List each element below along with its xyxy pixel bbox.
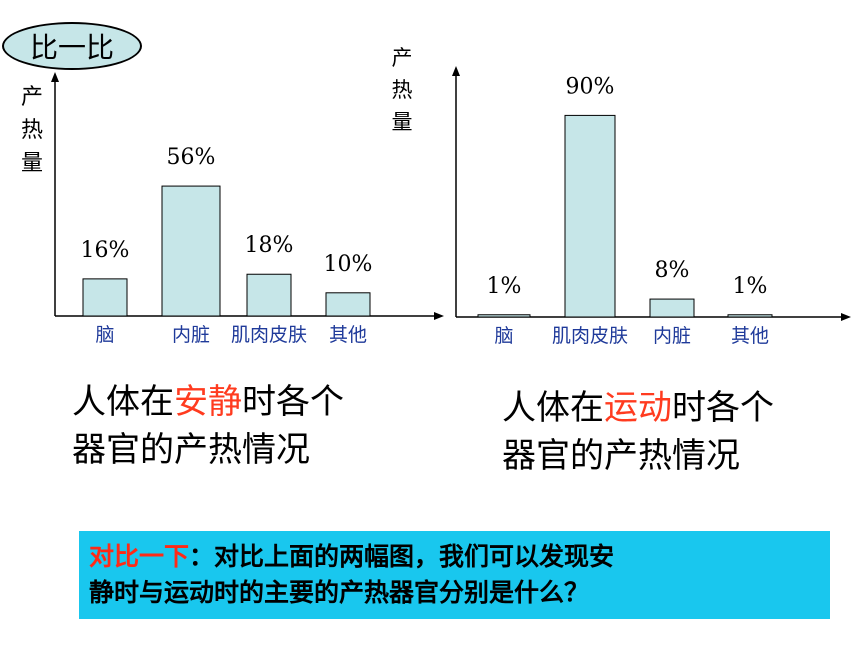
bar-rest-3 — [325, 292, 371, 317]
category-label-rest-2: 肌肉皮肤 — [231, 324, 307, 346]
x-axis-arrow-exercise — [841, 313, 851, 321]
caption-exercise-suffix: 时各个 — [672, 388, 774, 428]
caption-exercise-line2: 器官的产热情况 — [502, 436, 740, 476]
data-label-exercise-0: 1% — [487, 274, 522, 299]
bar-rest-0 — [82, 278, 128, 317]
bar-exercise-0 — [477, 314, 531, 318]
bar-rest-2 — [246, 273, 292, 317]
comparison-question: 对比一下：对比上面的两幅图，我们可以发现安 静时与运动时的主要的产热器官分别是什… — [79, 531, 830, 619]
caption-rest-prefix: 人体在 — [72, 382, 174, 422]
bar-exercise-2 — [649, 298, 695, 318]
callout-text2: 静时与运动时的主要的产热器官分别是什么？ — [89, 578, 590, 607]
y-axis-arrow-rest — [51, 72, 59, 82]
caption-rest-suffix: 时各个 — [242, 382, 344, 422]
y-axis-arrow-exercise — [452, 66, 460, 76]
caption-exercise-highlight: 运动 — [604, 388, 672, 428]
category-label-exercise-2: 内脏 — [653, 325, 691, 347]
bar-exercise-1 — [564, 114, 616, 318]
category-label-rest-3: 其他 — [329, 324, 367, 346]
category-label-exercise-0: 脑 — [494, 325, 513, 347]
data-label-rest-3: 10% — [324, 252, 373, 277]
y-axis-label-char-rest: 量 — [21, 151, 43, 176]
data-label-exercise-1: 90% — [566, 74, 615, 99]
y-axis-label-char-rest: 热 — [21, 118, 43, 143]
caption-rest-highlight: 安静 — [174, 382, 242, 422]
data-label-rest-2: 18% — [245, 233, 294, 258]
y-axis-label-char-exercise: 量 — [392, 110, 413, 134]
category-label-exercise-3: 其他 — [731, 325, 769, 347]
category-label-rest-1: 内脏 — [172, 324, 210, 346]
caption-rest-line2: 器官的产热情况 — [72, 430, 310, 470]
y-axis-label-char-exercise: 热 — [392, 78, 413, 102]
compare-badge-label: 比一比 — [29, 31, 114, 64]
data-label-rest-0: 16% — [81, 238, 130, 263]
data-label-exercise-3: 1% — [733, 274, 768, 299]
category-label-rest-0: 脑 — [95, 324, 114, 346]
y-axis-label-char-exercise: 产 — [392, 46, 413, 70]
bar-exercise-3 — [727, 314, 773, 318]
callout-text1: ：对比上面的两幅图，我们可以发现安 — [189, 542, 615, 571]
caption-exercise: 人体在运动时各个 器官的产热情况 — [502, 384, 774, 480]
bar-rest-1 — [161, 185, 221, 317]
data-label-exercise-2: 8% — [655, 258, 690, 283]
caption-exercise-prefix: 人体在 — [502, 388, 604, 428]
category-label-exercise-1: 肌肉皮肤 — [552, 325, 628, 347]
caption-rest: 人体在安静时各个 器官的产热情况 — [72, 378, 344, 474]
x-axis-arrow-rest — [434, 312, 444, 320]
compare-badge: 比一比 — [2, 22, 142, 70]
callout-highlight: 对比一下 — [89, 542, 190, 571]
y-axis-label-char-rest: 产 — [21, 85, 43, 110]
data-label-rest-1: 56% — [167, 145, 216, 170]
